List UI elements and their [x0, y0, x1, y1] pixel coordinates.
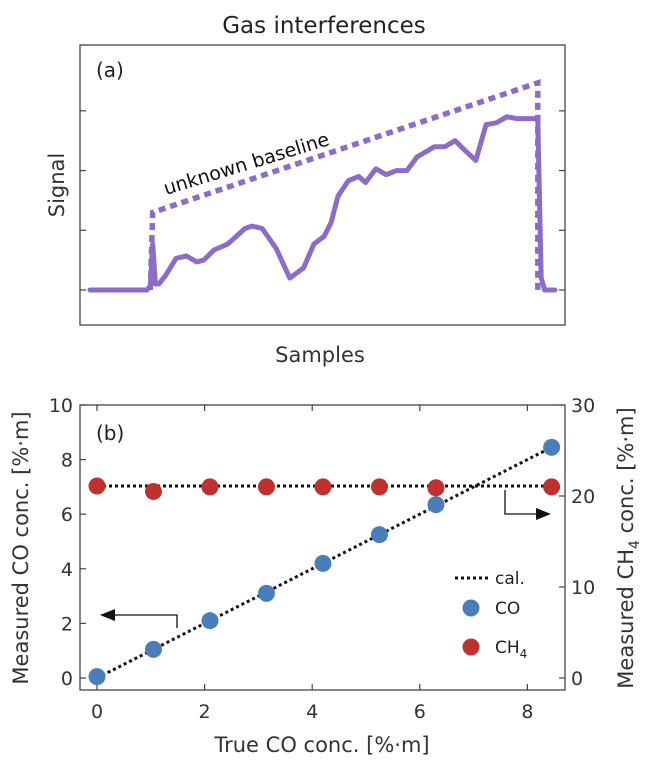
co-point	[257, 584, 275, 602]
y-axis-label-a: Signal	[45, 153, 69, 218]
ch4-point	[88, 477, 106, 495]
x-tick-label: 6	[414, 701, 426, 723]
co-point	[427, 496, 445, 514]
x-tick-label: 0	[91, 701, 103, 723]
panel-label-b: (b)	[96, 421, 124, 445]
unknown-baseline-annotation: unknown baseline	[161, 128, 332, 199]
legend-co-marker	[462, 599, 480, 617]
chart-title: Gas interferences	[222, 13, 426, 39]
co-point	[144, 640, 162, 658]
panel-b: 0 2 4 6 8 0 2 4 6 8 10 0 10 20 30 (b) cal. CO CH4 True…	[9, 395, 643, 757]
right-axis-arrow	[504, 490, 551, 520]
co-point	[370, 526, 388, 544]
left-axis-arrow	[100, 609, 178, 628]
y-tick-label-left: 2	[61, 613, 73, 635]
y-tick-label-left: 6	[61, 504, 73, 526]
axes-b: 0 2 4 6 8 0 2 4 6 8 10 0 10 20 30	[49, 395, 595, 723]
plot-frame-b	[79, 404, 566, 691]
ch4-point	[314, 478, 332, 496]
y-tick-label-right: 0	[571, 668, 583, 690]
co-point	[543, 438, 561, 456]
x-tick-label: 8	[521, 701, 533, 723]
x-tick-label: 4	[306, 701, 318, 723]
x-axis-label-b: True CO conc. [%·m]	[213, 733, 429, 757]
co-point	[201, 612, 219, 630]
y-ticks-a	[80, 110, 565, 291]
legend-ch4-label: CH4	[495, 638, 527, 661]
legend-cal-label: cal.	[495, 569, 525, 589]
co-point	[88, 668, 106, 686]
y-tick-label-left: 4	[61, 559, 73, 581]
ch4-point	[543, 478, 561, 496]
y-tick-label-right: 20	[571, 486, 595, 508]
co-point	[314, 554, 332, 572]
data-b	[88, 438, 561, 686]
ch4-point	[201, 478, 219, 496]
panel-label-a: (a)	[96, 58, 124, 82]
y-tick-label-left: 10	[49, 395, 73, 417]
legend-ch4-marker	[462, 638, 480, 656]
ch4-point	[370, 478, 388, 496]
signal-series	[87, 114, 558, 293]
x-axis-label-a: Samples	[275, 343, 365, 367]
ch4-point	[427, 479, 445, 497]
y-axis-label-right: Measured CH4 conc. [%·m]	[614, 407, 643, 688]
y-tick-label-left: 8	[61, 450, 73, 472]
y-axis-label-left: Measured CO conc. [%·m]	[9, 411, 33, 684]
x-tick-label: 2	[199, 701, 211, 723]
y-tick-label-right: 10	[571, 577, 595, 599]
panel-a: Gas interferences (a) unknown baseline S…	[45, 13, 566, 367]
plot-frame-a	[79, 44, 566, 326]
y-tick-label-left: 0	[61, 668, 73, 690]
ch4-point	[144, 482, 162, 500]
y-tick-label-right: 30	[571, 395, 595, 417]
legend-co-label: CO	[495, 599, 520, 619]
legend: cal. CO CH4	[455, 569, 527, 661]
ch4-point	[257, 478, 275, 496]
cal-line-left	[96, 444, 555, 680]
